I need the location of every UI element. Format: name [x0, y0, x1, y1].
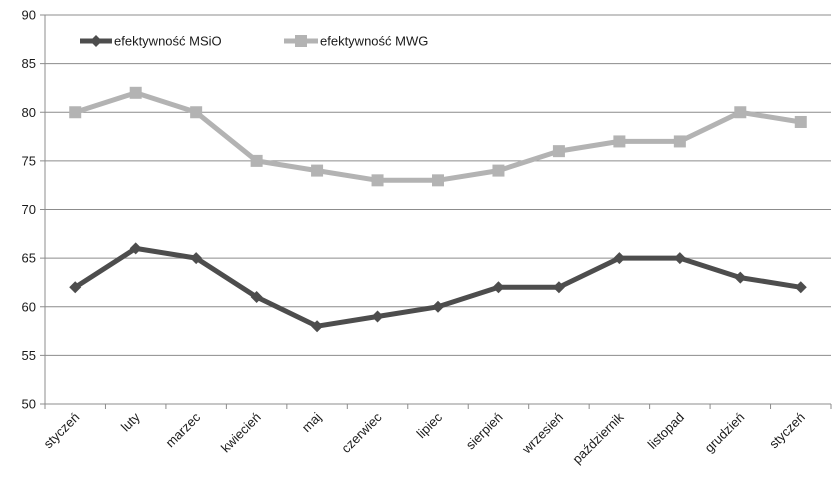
- data-point-square: [129, 86, 142, 99]
- x-tick-label: luty: [118, 409, 143, 434]
- data-point-diamond: [311, 320, 324, 333]
- data-point-square: [613, 135, 626, 148]
- legend-label: efektywność MWG: [320, 34, 428, 49]
- y-tick-label: 55: [22, 348, 36, 363]
- y-tick-label: 85: [22, 56, 36, 71]
- y-tick-label: 75: [22, 153, 36, 168]
- x-tick-label: wrzesień: [518, 410, 566, 458]
- data-point-diamond: [69, 281, 82, 294]
- x-tick-label: lipiec: [414, 409, 446, 441]
- y-tick-label: 65: [22, 251, 36, 266]
- legend-item: efektywność MWG: [284, 34, 428, 49]
- data-point-diamond: [794, 281, 807, 294]
- series-line: [72, 90, 804, 183]
- data-point-diamond: [190, 252, 203, 265]
- data-point-diamond: [432, 300, 444, 313]
- data-point-square: [311, 164, 324, 177]
- data-point-square: [552, 145, 565, 158]
- series-line: [72, 245, 804, 329]
- data-point-diamond: [129, 242, 142, 255]
- x-tick-label: maj: [299, 409, 324, 434]
- x-tick-label: październik: [569, 409, 626, 466]
- y-tick-label: 80: [22, 105, 36, 120]
- gridlines: [45, 14, 831, 405]
- x-tick-label: marzec: [163, 409, 204, 450]
- legend-label: efektywność MSiO: [114, 34, 222, 49]
- data-point-square: [190, 106, 203, 119]
- data-point-square: [250, 154, 263, 167]
- data-point-square: [673, 135, 686, 148]
- data-point-square: [794, 115, 807, 128]
- y-tick-label: 60: [22, 299, 36, 314]
- data-point-square: [492, 164, 505, 177]
- data-point-diamond: [734, 271, 747, 284]
- data-point-square: [69, 106, 82, 119]
- data-point-diamond: [250, 291, 263, 304]
- legend: efektywność MSiO efektywność MWG: [80, 34, 428, 49]
- legend-item: efektywność MSiO: [80, 34, 222, 49]
- legend-marker-square: [295, 35, 307, 47]
- x-tick-labels: styczeń luty marzec kwiecień maj czerwiec lipi…: [41, 409, 808, 466]
- data-point-square: [432, 174, 444, 187]
- data-point-diamond: [371, 310, 384, 323]
- x-tick-label: grudzień: [702, 410, 748, 456]
- data-point-diamond: [613, 252, 626, 265]
- x-tick-label: listopad: [645, 410, 687, 452]
- data-point-diamond: [492, 281, 505, 294]
- x-tick-label: czerwiec: [338, 409, 385, 456]
- data-point-square: [734, 106, 747, 119]
- y-tick-label: 70: [22, 202, 36, 217]
- x-tick-label: styczeń: [766, 410, 808, 452]
- y-tick-label: 90: [22, 8, 36, 23]
- y-tick-label: 50: [22, 397, 36, 412]
- x-tick-label: styczeń: [41, 410, 83, 452]
- data-point-diamond: [673, 252, 686, 265]
- data-point-diamond: [552, 281, 565, 294]
- data-point-square: [371, 174, 384, 187]
- x-tick-label: kwiecień: [218, 410, 264, 456]
- y-tick-labels: 50 55 60 65 70 75 80 85 90: [22, 8, 36, 412]
- legend-marker-diamond: [90, 35, 102, 47]
- axes: [40, 14, 832, 409]
- series: [69, 86, 807, 333]
- x-tick-label: sierpień: [463, 410, 506, 453]
